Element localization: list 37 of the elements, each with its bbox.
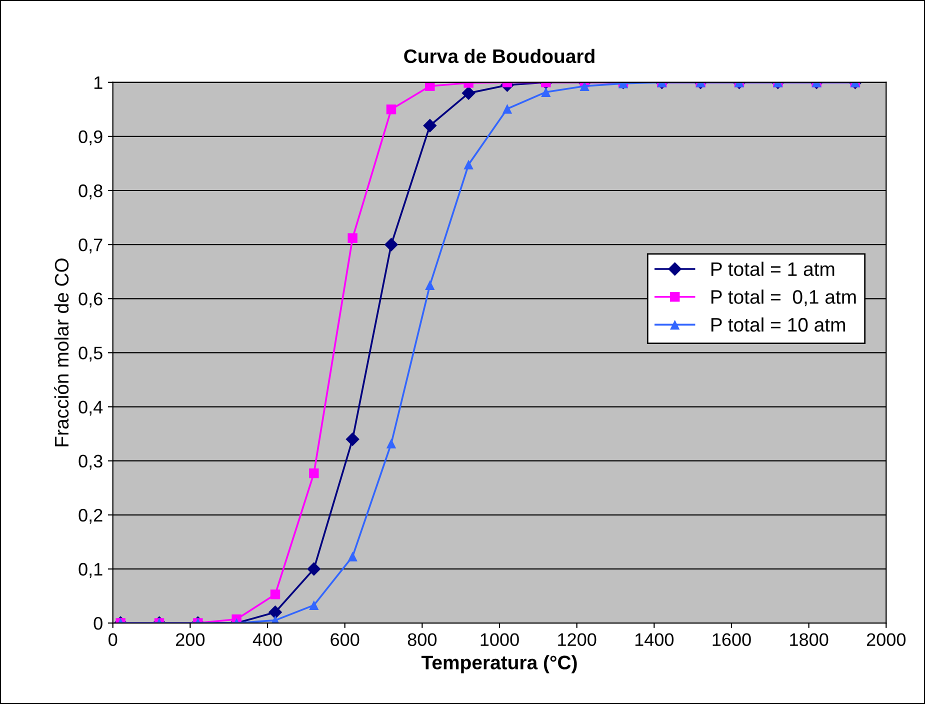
y-tick-label: 0,4 [78,400,103,416]
y-tick-label: 0,5 [78,346,102,362]
y-tick-label: 0,3 [78,454,102,470]
y-tick-label: 0,2 [78,508,102,524]
legend-label: P total = 1 atm [711,262,834,276]
x-tick-label: 800 [408,633,437,646]
legend-label: P total = 0,1 atm [711,290,856,306]
x-tick-label: 400 [252,633,282,646]
x-tick-label: 600 [330,633,360,646]
y-tick-label: 0,7 [78,238,102,254]
point [268,605,282,620]
x-tick-label: 1400 [635,633,674,646]
point [309,468,319,478]
point [425,280,435,290]
chart-title: Curva de Boudouard [404,48,594,64]
point [386,438,396,448]
y-tick-label: 0,6 [78,292,102,308]
x-tick-label: 200 [176,633,205,646]
x-tick-label: 1800 [790,633,828,646]
legend-label: P total = 10 atm [711,317,845,332]
point [307,562,321,576]
point [270,590,280,600]
x-tick-label: 2000 [866,633,906,646]
y-tick-label: 0,1 [78,562,102,578]
point [346,432,360,446]
y-tick-label: 0,8 [78,184,102,200]
x-tick-label: 1600 [712,633,751,646]
y-tick-label: 0 [94,616,102,630]
x-axis-title: Temperatura (°C) [421,655,577,674]
point [348,552,358,562]
x-tick-label: 1200 [558,633,596,646]
y-tick-label: 1 [94,76,102,89]
x-tick-label: 0 [108,633,118,646]
x-tick-label: 1000 [480,633,519,646]
y-tick-label: 0,9 [78,130,102,146]
y-axis-title: Fracción molar de CO [54,258,69,446]
point [309,600,319,610]
